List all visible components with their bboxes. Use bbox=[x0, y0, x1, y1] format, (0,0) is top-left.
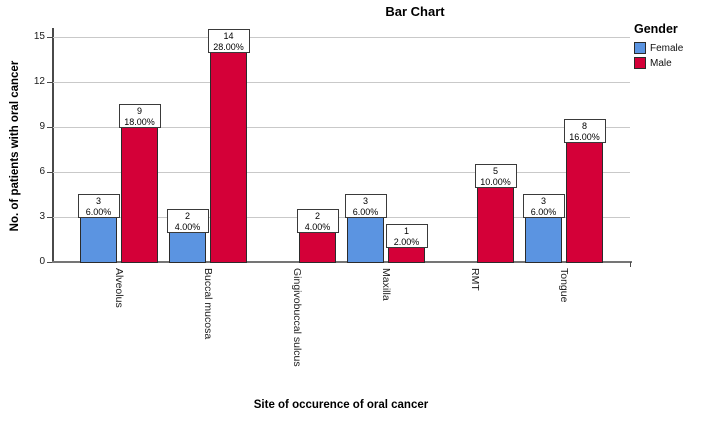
y-tick-3 bbox=[47, 216, 52, 218]
value-label-male-0: 9 18.00% bbox=[118, 104, 161, 128]
y-tick-9 bbox=[47, 126, 52, 128]
x-axis-title: Site of occurence of oral cancer bbox=[253, 399, 429, 411]
y-tick-label-3: 3 bbox=[39, 211, 45, 222]
y-tick-label-15: 15 bbox=[33, 31, 45, 42]
y-tick-6 bbox=[47, 171, 52, 173]
bar-male-5 bbox=[566, 142, 603, 263]
bar-male-3 bbox=[388, 247, 425, 263]
x-axis-end-tick bbox=[630, 262, 631, 267]
bar-male-0 bbox=[121, 127, 158, 263]
gridline-9 bbox=[53, 126, 630, 128]
gridline-3 bbox=[53, 216, 630, 218]
bar-female-1 bbox=[169, 232, 206, 263]
bar-female-5 bbox=[525, 217, 562, 263]
x-category-label-3: Maxilla bbox=[380, 268, 392, 301]
gridline-15 bbox=[53, 36, 630, 38]
value-label-male-1: 14 28.00% bbox=[207, 29, 250, 53]
value-label-female-3: 3 6.00% bbox=[344, 194, 387, 218]
value-label-male-3: 1 2.00% bbox=[385, 224, 428, 248]
value-label-female-0: 3 6.00% bbox=[77, 194, 120, 218]
legend-label-female: Female bbox=[650, 42, 684, 54]
male-swatch-icon bbox=[634, 57, 646, 69]
gridline-12 bbox=[53, 81, 630, 83]
legend-item-male: Male bbox=[634, 57, 720, 69]
legend-item-female: Female bbox=[634, 42, 720, 54]
y-axis-title: No. of patients with oral cancer bbox=[9, 60, 21, 232]
x-category-label-4: RMT bbox=[469, 268, 481, 291]
x-axis-line bbox=[52, 261, 632, 263]
female-swatch-icon bbox=[634, 42, 646, 54]
y-tick-label-6: 6 bbox=[39, 166, 45, 177]
bar-female-3 bbox=[347, 217, 384, 263]
bar-male-2 bbox=[299, 232, 336, 263]
x-category-label-2: Gingivobuccal sulcus bbox=[291, 268, 303, 367]
y-tick-label-9: 9 bbox=[39, 121, 45, 132]
y-tick-0 bbox=[47, 261, 52, 263]
gridline-6 bbox=[53, 171, 630, 173]
bar-male-1 bbox=[210, 52, 247, 263]
value-label-male-4: 5 10.00% bbox=[474, 164, 517, 188]
legend: Gender Female Male bbox=[634, 22, 720, 72]
y-tick-label-0: 0 bbox=[39, 256, 45, 267]
x-category-label-0: Alveolus bbox=[113, 268, 125, 308]
value-label-male-2: 2 4.00% bbox=[296, 209, 339, 233]
y-axis-line bbox=[52, 28, 54, 263]
value-label-male-5: 8 16.00% bbox=[563, 119, 606, 143]
value-label-female-1: 2 4.00% bbox=[166, 209, 209, 233]
value-label-female-5: 3 6.00% bbox=[522, 194, 565, 218]
x-category-label-1: Buccal mucosa bbox=[202, 268, 214, 340]
bar-male-4 bbox=[477, 187, 514, 263]
legend-title: Gender bbox=[634, 22, 678, 36]
chart-title: Bar Chart bbox=[385, 4, 445, 19]
x-category-label-5: Tongue bbox=[558, 268, 570, 303]
y-tick-15 bbox=[47, 36, 52, 38]
y-tick-12 bbox=[47, 81, 52, 83]
y-tick-label-12: 12 bbox=[33, 76, 45, 87]
bar-female-0 bbox=[80, 217, 117, 263]
legend-label-male: Male bbox=[650, 57, 672, 69]
